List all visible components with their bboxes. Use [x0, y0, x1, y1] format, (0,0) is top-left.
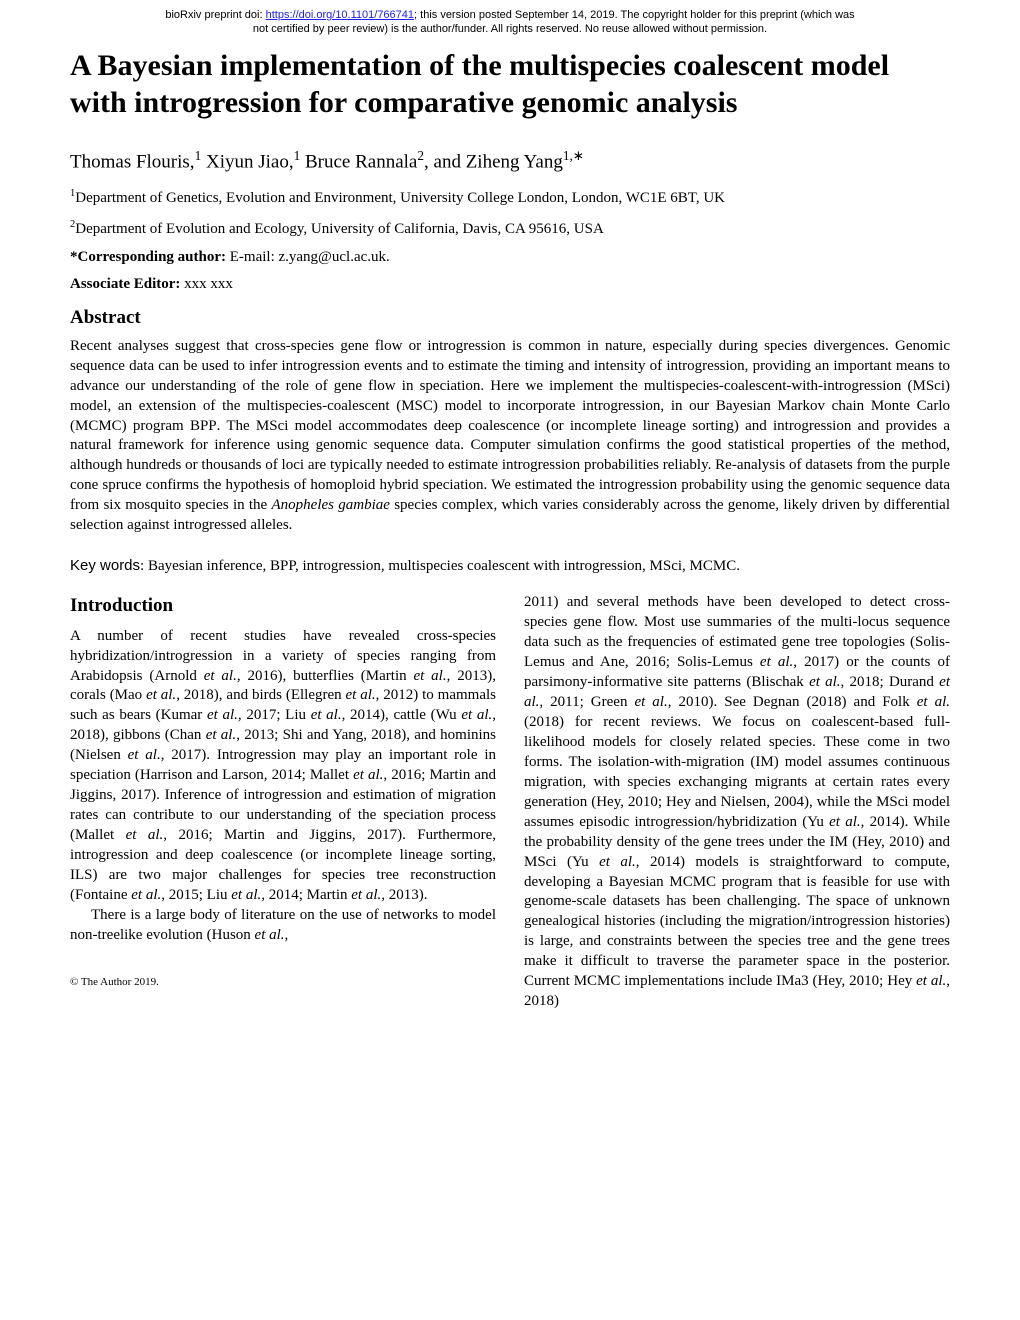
intro-para-2-cont: 2011) and several methods have been deve… — [524, 593, 950, 1012]
intro-para-1: A number of recent studies have revealed… — [70, 627, 496, 906]
associate-editor: Associate Editor: xxx xxx — [70, 276, 950, 293]
assoc-label: Associate Editor: — [70, 276, 180, 292]
banner-suffix1: ; this version posted September 14, 2019… — [414, 9, 855, 21]
corresponding-author: *Corresponding author: E-mail: z.yang@uc… — [70, 249, 950, 266]
abstract-body: Recent analyses suggest that cross-speci… — [70, 337, 950, 535]
keywords-label: Key words — [70, 557, 140, 574]
banner-line2: not certified by peer review) is the aut… — [253, 23, 767, 35]
page-content: A Bayesian implementation of the multisp… — [0, 41, 1020, 1032]
affiliation-1: 1Department of Genetics, Evolution and E… — [70, 187, 950, 208]
keywords-text: : Bayesian inference, BPP, introgression… — [140, 558, 740, 574]
page-footer: © The Author 2019. — [70, 974, 496, 990]
copyright-text: © The Author 2019. — [70, 975, 159, 990]
introduction-heading: Introduction — [70, 593, 496, 618]
affil-text: Department of Genetics, Evolution and En… — [75, 190, 725, 206]
assoc-value: xxx xxx — [180, 276, 233, 292]
body-columns: Introduction A number of recent studies … — [70, 593, 950, 1012]
preprint-banner: bioRxiv preprint doi: https://doi.org/10… — [0, 0, 1020, 41]
affiliation-2: 2Department of Evolution and Ecology, Un… — [70, 218, 950, 239]
author-line: Thomas Flouris,1 Xiyun Jiao,1 Bruce Rann… — [70, 148, 950, 173]
banner-prefix: bioRxiv preprint doi: — [165, 9, 265, 21]
intro-para-2: There is a large body of literature on t… — [70, 906, 496, 946]
keywords-line: Key words: Bayesian inference, BPP, intr… — [70, 557, 950, 575]
abstract-heading: Abstract — [70, 307, 950, 329]
paper-title: A Bayesian implementation of the multisp… — [70, 47, 950, 122]
affil-text: Department of Evolution and Ecology, Uni… — [75, 221, 604, 237]
corresp-label: *Corresponding author: — [70, 249, 226, 265]
corresp-text: E-mail: z.yang@ucl.ac.uk. — [226, 249, 390, 265]
doi-link[interactable]: https://doi.org/10.1101/766741 — [266, 9, 414, 21]
